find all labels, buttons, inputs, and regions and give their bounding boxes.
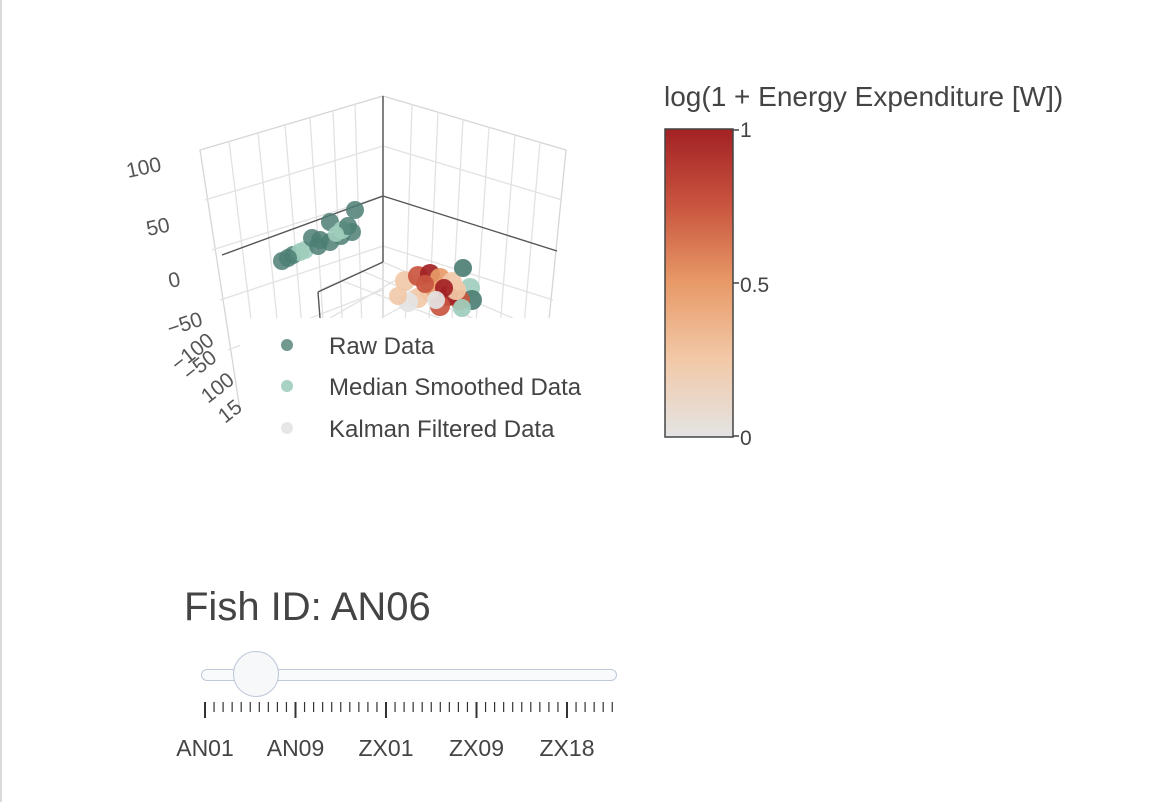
raw-point-13 [303,229,321,247]
filtered-point-15 [416,275,434,293]
colorbar: log(1 + Energy Expenditure [W]) 1 0.5 0 [664,81,1063,450]
legend-item-median[interactable]: Median Smoothed Data [281,374,582,401]
legend-marker-median [281,380,293,392]
right-wall-grid [382,95,567,412]
slider-step-label[interactable]: ZX01 [358,735,414,761]
filtered-point-5 [454,259,472,277]
slider-step-label[interactable]: AN09 [266,735,325,761]
fish-id-slider[interactable]: Fish ID: AN06 AN01 AN09 ZX01 ZX09 ZX18 [170,585,630,785]
legend-label-median: Median Smoothed Data [329,374,582,401]
slider-rail[interactable] [201,669,617,681]
raw-point-15 [328,226,344,242]
raw-point-14 [339,217,357,235]
legend-label-kalman: Kalman Filtered Data [329,416,555,443]
legend-label-raw: Raw Data [329,333,435,360]
colorbar-tick-1: 1 [740,119,752,142]
legend: Raw Data Median Smoothed Data Kalman Fil… [281,333,582,443]
filtered-point-18 [389,287,407,305]
plot-area[interactable]: 100 50 0 −50 −100 −50 100 15 Raw Data Me… [0,0,1150,560]
z-tick-100: 100 [124,153,163,183]
scatter-points[interactable] [273,201,482,317]
slider-step-label[interactable]: ZX18 [539,735,595,761]
legend-item-raw[interactable]: Raw Data [281,333,435,360]
colorbar-tick-05: 0.5 [740,274,769,297]
filtered-point-19 [427,291,445,309]
colorbar-tick-0: 0 [740,427,752,450]
slider-step-label[interactable]: AN01 [176,735,234,761]
legend-marker-raw [281,339,293,351]
depth-axis [317,291,321,319]
raw-point-12 [279,249,297,267]
z-tick-50: 50 [144,214,172,241]
filtered-point-17 [453,299,471,317]
floor-axis [317,261,384,293]
z-tick-0: 0 [166,268,182,293]
left-border [0,0,2,802]
slider-ticks [204,702,613,718]
slider-step-label[interactable]: ZX09 [449,735,504,761]
legend-item-kalman[interactable]: Kalman Filtered Data [281,416,555,443]
right-wall-axis [382,195,558,252]
slider-prefix: Fish ID: [184,585,331,629]
axis-tick-labels: 100 50 0 −50 −100 −50 100 15 [124,153,246,428]
colorbar-title: log(1 + Energy Expenditure [W]) [664,81,1063,112]
slider-current-value: Fish ID: AN06 [184,585,431,630]
colorbar-gradient [664,128,734,438]
legend-marker-kalman [281,422,293,434]
raw-point-7 [346,201,364,219]
3d-scene[interactable] [199,95,567,412]
slider-handle[interactable] [232,651,279,697]
slider-current-id: AN06 [330,585,431,629]
